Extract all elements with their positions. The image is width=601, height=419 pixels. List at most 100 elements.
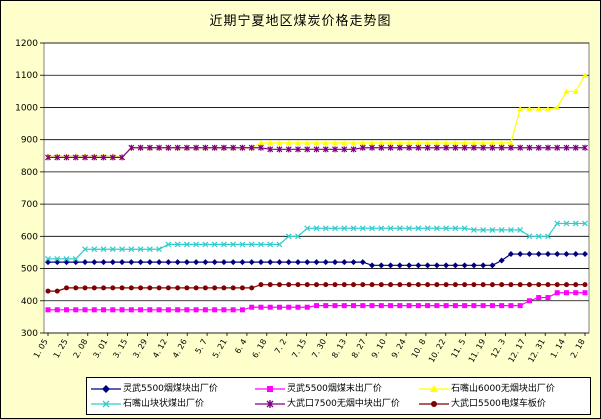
data-point xyxy=(350,259,357,266)
data-point xyxy=(138,285,144,291)
data-point xyxy=(406,139,413,146)
data-point xyxy=(45,288,51,294)
data-point xyxy=(294,259,301,266)
data-point xyxy=(535,144,542,151)
data-point xyxy=(582,144,588,151)
data-point xyxy=(128,246,135,253)
data-point xyxy=(480,144,487,151)
data-point xyxy=(415,282,421,288)
data-point xyxy=(582,220,588,227)
data-point xyxy=(276,146,283,153)
data-point xyxy=(498,144,505,151)
data-point xyxy=(545,295,551,301)
data-point xyxy=(369,144,375,151)
data-point xyxy=(554,144,561,151)
data-point xyxy=(508,303,514,309)
legend-swatch-star xyxy=(255,400,285,408)
data-point xyxy=(72,154,79,161)
data-point xyxy=(91,259,98,266)
data-point xyxy=(572,220,579,227)
data-point xyxy=(313,225,320,232)
data-point xyxy=(526,298,532,304)
y-tick-label: 300 xyxy=(21,329,38,339)
x-tick-label: 3. 29 xyxy=(131,338,149,360)
data-point xyxy=(110,285,116,291)
y-tick-label: 1200 xyxy=(15,39,38,49)
series-4 xyxy=(45,220,588,262)
series-layer xyxy=(45,72,588,313)
data-point xyxy=(480,226,487,233)
data-point xyxy=(396,144,403,151)
data-point xyxy=(470,262,477,269)
data-point xyxy=(462,282,468,288)
data-point xyxy=(193,285,199,291)
data-point xyxy=(406,282,412,288)
data-point xyxy=(480,262,487,269)
data-point xyxy=(54,255,61,262)
data-point xyxy=(174,144,181,151)
data-point xyxy=(369,139,376,146)
data-point xyxy=(378,144,385,151)
data-point xyxy=(230,285,236,291)
data-point xyxy=(424,144,431,151)
data-point xyxy=(563,290,569,296)
data-point xyxy=(434,282,440,288)
data-point xyxy=(248,259,255,266)
data-point xyxy=(387,144,394,151)
data-point xyxy=(573,282,579,288)
data-point xyxy=(443,139,450,146)
data-point xyxy=(295,282,301,288)
data-point xyxy=(425,282,431,288)
data-point xyxy=(489,226,496,233)
y-tick-label: 600 xyxy=(21,232,38,242)
data-point xyxy=(304,139,311,146)
data-point xyxy=(183,144,190,151)
data-point xyxy=(470,226,477,233)
data-point xyxy=(582,251,588,258)
data-point xyxy=(63,255,70,262)
data-point xyxy=(517,226,524,233)
data-point xyxy=(128,144,135,151)
data-point xyxy=(211,144,218,151)
data-point xyxy=(387,262,394,269)
data-point xyxy=(258,241,264,248)
x-tick-label: 7. 2 xyxy=(273,338,288,356)
data-point xyxy=(109,246,116,253)
data-point xyxy=(91,246,98,253)
y-tick-label: 1100 xyxy=(15,71,38,81)
data-point xyxy=(257,139,264,146)
data-point xyxy=(212,307,218,313)
data-point xyxy=(100,154,107,161)
data-point xyxy=(554,251,561,258)
data-point xyxy=(351,282,357,288)
legend-label: 大武口7500无烟中块出厂价 xyxy=(287,399,400,409)
data-point xyxy=(332,225,338,232)
data-point xyxy=(128,285,134,291)
data-point xyxy=(369,303,375,309)
data-point xyxy=(323,282,329,288)
data-point xyxy=(332,282,338,288)
data-point xyxy=(267,139,274,146)
gridlines xyxy=(44,42,589,334)
data-point xyxy=(489,282,495,288)
data-point xyxy=(294,139,301,146)
data-point xyxy=(322,259,329,266)
data-point xyxy=(471,303,477,309)
data-point xyxy=(109,259,116,266)
data-point xyxy=(322,139,329,146)
data-point xyxy=(276,259,283,266)
data-point xyxy=(202,307,208,313)
data-point xyxy=(156,285,162,291)
series-5 xyxy=(45,144,588,161)
data-point xyxy=(508,282,514,288)
data-point xyxy=(332,259,339,266)
data-point xyxy=(295,233,301,240)
legend: 灵武5500烟煤块出厂价 灵武5500烟煤末出厂价 石嘴山6000无烟块出厂价 … xyxy=(86,377,591,415)
data-point xyxy=(109,154,116,161)
legend-label: 灵武5500烟煤末出厂价 xyxy=(287,384,382,394)
data-point xyxy=(359,144,366,151)
data-point xyxy=(165,307,171,313)
data-point xyxy=(101,285,107,291)
data-point xyxy=(202,241,209,248)
data-point xyxy=(286,304,292,310)
